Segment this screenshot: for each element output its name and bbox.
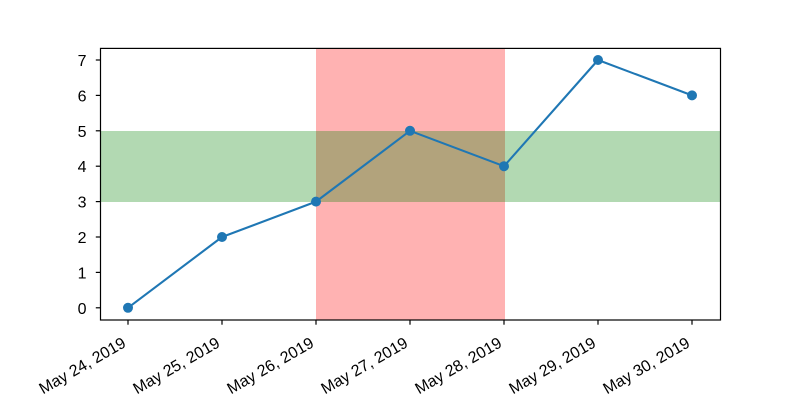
svg-text:5: 5: [78, 124, 87, 141]
svg-text:2: 2: [78, 230, 87, 247]
svg-text:0: 0: [78, 301, 87, 318]
svg-text:3: 3: [78, 195, 87, 212]
svg-text:4: 4: [78, 159, 87, 176]
svg-text:7: 7: [78, 53, 87, 70]
svg-text:6: 6: [78, 88, 87, 105]
svg-text:1: 1: [78, 265, 87, 282]
